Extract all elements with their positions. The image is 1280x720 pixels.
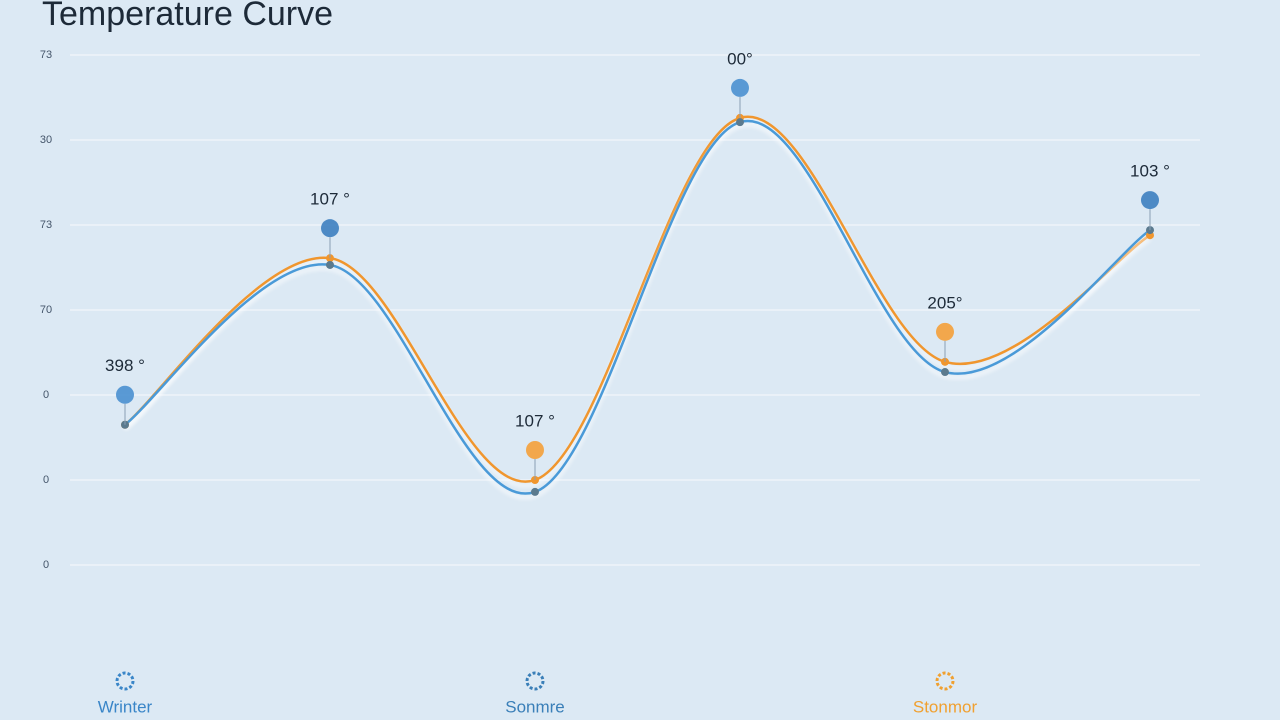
annotation: 398 ° xyxy=(105,356,145,375)
category-icon xyxy=(935,671,955,691)
annotation: 107 ° xyxy=(310,190,350,209)
y-tick-label: 30 xyxy=(40,134,52,146)
annotation-icon xyxy=(936,322,954,341)
category-icon xyxy=(115,671,135,691)
y-tick-label: 73 xyxy=(40,219,52,231)
annotation: 107 ° xyxy=(515,411,555,430)
annotation: 205° xyxy=(927,293,962,312)
annotation: 00° xyxy=(727,49,753,68)
annotation-icon xyxy=(526,441,544,459)
point-marker xyxy=(531,487,539,496)
x-tick-label: Stonmor xyxy=(913,697,978,716)
annotation: 103 ° xyxy=(1130,162,1170,181)
y-tick-label: 73 xyxy=(40,49,52,61)
point-marker xyxy=(941,368,949,377)
y-tick-label: 0 xyxy=(43,389,49,401)
category-icon xyxy=(525,671,545,691)
y-tick-label: 0 xyxy=(43,474,49,486)
point-marker xyxy=(326,260,334,269)
y-tick-label: 0 xyxy=(43,559,49,571)
point-marker xyxy=(736,118,744,127)
x-tick-label: Sonmre xyxy=(505,697,565,716)
y-tick-label: 70 xyxy=(40,304,52,316)
annotation-icon xyxy=(116,385,134,404)
chart-title: Temperature Curve xyxy=(42,0,333,33)
annotation-icon xyxy=(321,219,339,238)
x-tick-label: Wrinter xyxy=(98,697,153,716)
annotation-icon xyxy=(731,78,749,97)
annotation-icon xyxy=(1141,191,1159,210)
